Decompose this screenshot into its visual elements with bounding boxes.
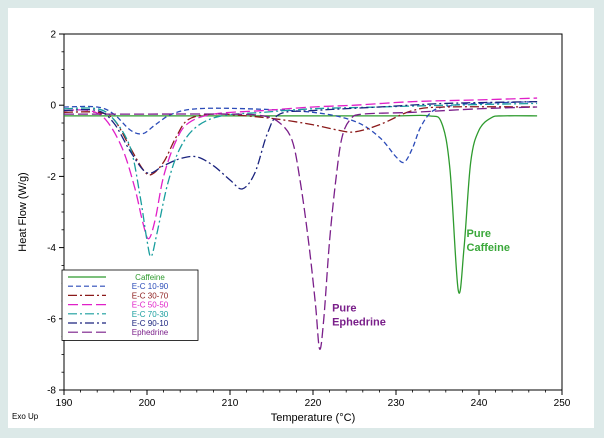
series-line-e-c-70-30 [63,102,538,258]
series-line-ephedrine [64,106,538,350]
y-tick-label: -2 [47,172,56,183]
y-tick-label: 0 [50,101,56,112]
x-axis-title: Temperature (°C) [271,412,355,424]
chart-frame: 190 200 210 220 230 240 250 2 0 -2 -4 -6 -8 Pure Caf… [8,8,594,428]
x-tick-label: 220 [305,398,322,409]
annotations: Pure Caffeine Pure Ephedrine [332,228,510,329]
series-line-caffeine [63,114,538,294]
y-tick-label: 2 [50,30,56,41]
annotation-label: Pure Caffeine [467,228,510,254]
x-tick-label: 210 [222,398,239,409]
legend-label: E-C 70-30 [132,310,169,319]
legend-label: Ephedrine [132,328,169,337]
x-axis: 190 200 210 220 230 240 250 [56,390,571,409]
y-axis-title: Heat Flow (W/g) [17,172,29,251]
x-tick-label: 230 [388,398,405,409]
x-tick-label: 200 [139,398,156,409]
x-tick-label: 240 [471,398,488,409]
y-tick-label: -6 [47,314,56,325]
y-tick-label: -8 [47,386,56,397]
series-lines [63,97,538,350]
series-line-e-c-90-10 [63,100,538,190]
annotation-label: Pure Ephedrine [332,303,386,329]
legend-label: Caffeine [135,273,165,282]
legend-label: E-C 90-10 [132,319,169,328]
series-line-e-c-50-50 [63,97,538,240]
legend-label: E-C 10-90 [132,282,169,291]
exo-up-note: Exo Up [12,412,39,421]
dsc-chart: 190 200 210 220 230 240 250 2 0 -2 -4 -6 -8 Pure Caf… [8,8,594,428]
y-tick-label: -4 [47,243,56,254]
x-tick-label: 250 [554,398,571,409]
chart-background [8,8,594,428]
legend-label: E-C 50-50 [132,301,169,310]
x-tick-label: 190 [56,398,73,409]
series-line-e-c-10-90 [63,100,538,164]
legend-label: E-C 30-70 [132,291,169,300]
